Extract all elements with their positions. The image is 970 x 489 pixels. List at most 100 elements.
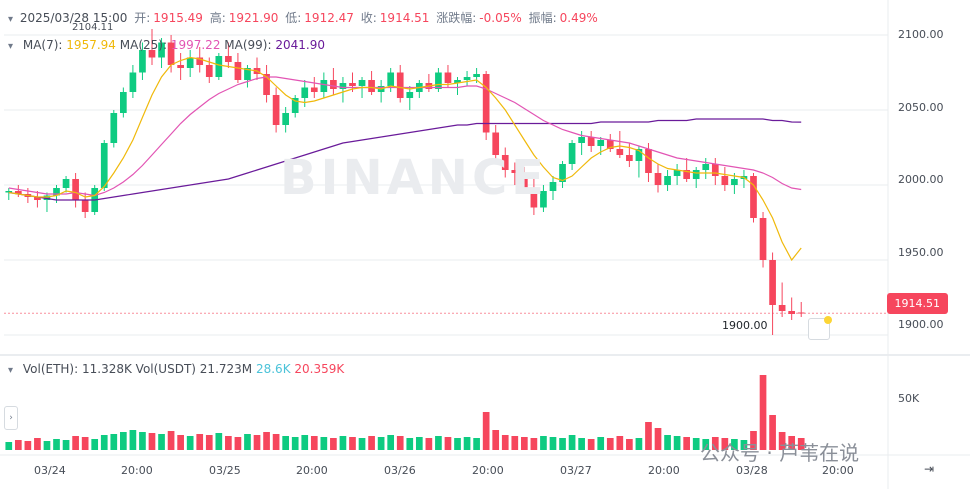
volume-bar — [177, 435, 184, 450]
volume-bar — [606, 438, 614, 450]
volume-bar — [626, 439, 633, 450]
candle-body — [788, 311, 796, 314]
candle-body — [654, 173, 662, 185]
volume-bar — [721, 438, 729, 450]
candle-body — [521, 173, 528, 188]
volume-bar — [788, 436, 796, 450]
candle-body — [14, 191, 22, 194]
volume-bar — [253, 435, 261, 450]
scroll-to-latest-icon[interactable]: ⇥ — [924, 462, 935, 476]
volume-bar — [5, 442, 13, 450]
candle-body — [244, 68, 251, 80]
high-marker-label: 2104.11 — [72, 22, 114, 33]
ma99-value: 2041.90 — [275, 38, 325, 52]
candle-body — [406, 92, 414, 98]
volume-bar — [263, 432, 270, 450]
chevron-down-icon[interactable]: ▾ — [8, 14, 14, 25]
volume-bar — [711, 437, 719, 450]
candle-body — [100, 143, 108, 188]
volume-bar — [205, 435, 213, 450]
ma99-line — [8, 118, 802, 201]
volume-bar — [14, 440, 22, 450]
volume-bar — [454, 438, 461, 450]
candle-body — [310, 87, 318, 92]
volume-bar — [62, 440, 70, 450]
candle-body — [511, 170, 519, 173]
volume-bar — [740, 440, 748, 450]
volume-bar — [406, 438, 414, 450]
volume-bar — [540, 436, 547, 450]
candle-body — [435, 72, 442, 89]
volume-bar — [234, 437, 242, 450]
candle-body — [645, 149, 652, 173]
volume-bar — [339, 436, 347, 450]
volume-bar — [24, 441, 32, 450]
y-tick: 1900.00 — [898, 318, 944, 331]
candle-body — [320, 80, 328, 92]
close-label: 收: — [360, 11, 377, 25]
volume-bar — [215, 433, 223, 450]
candle-body — [225, 56, 232, 62]
open-label: 开: — [134, 11, 151, 25]
volume-bar — [597, 437, 605, 450]
volume-bar — [511, 436, 519, 450]
x-tick: 20:00 — [822, 464, 854, 477]
datetime: 2025/03/28 15:00 — [19, 11, 128, 25]
candle-body — [702, 164, 710, 170]
candle-body — [53, 188, 60, 196]
volume-bar — [635, 438, 643, 450]
candle-body — [549, 182, 557, 191]
volume-bar — [664, 435, 671, 450]
candle-body — [5, 191, 13, 193]
change-label: 涨跌幅: — [436, 11, 477, 25]
volume-bar — [473, 438, 480, 450]
vol-usdt-value: 21.723M — [199, 362, 253, 376]
volume-bar — [769, 415, 776, 450]
candle-body — [129, 72, 137, 92]
volume-bar — [616, 436, 624, 450]
candle-body — [559, 164, 566, 182]
vol-eth-label: Vol(ETH): — [22, 362, 79, 376]
candle-body — [683, 170, 690, 179]
candle-body — [626, 155, 633, 161]
volume-bar — [310, 436, 318, 450]
ohlc-bar: ▾ 2025/03/28 15:00 开: 1915.49 高: 1921.90 低… — [8, 9, 601, 26]
x-tick: 20:00 — [648, 464, 680, 477]
x-tick: 20:00 — [296, 464, 328, 477]
candle-body — [750, 176, 757, 218]
chevron-down-icon[interactable]: ▾ — [8, 365, 14, 376]
candle-body — [186, 57, 194, 68]
volume-bar — [435, 436, 442, 450]
candle-body — [301, 87, 309, 98]
note-icon[interactable] — [808, 318, 830, 340]
expand-arrow-icon[interactable]: › — [4, 406, 18, 430]
vol-tick: 50K — [898, 392, 920, 405]
volume-bar — [702, 439, 710, 450]
volume-bar — [797, 438, 805, 450]
volume-bar — [396, 436, 404, 450]
x-tick: 03/27 — [560, 464, 592, 477]
x-tick: 03/25 — [209, 464, 241, 477]
x-tick: 20:00 — [472, 464, 504, 477]
candle-body — [205, 65, 213, 77]
candle-body — [158, 42, 165, 58]
volume-bar — [139, 432, 146, 450]
volume-bar — [673, 436, 681, 450]
close-value: 1914.51 — [379, 11, 430, 25]
volume-bar — [387, 435, 395, 450]
y-tick: 1950.00 — [898, 246, 944, 259]
volume-bar — [759, 375, 767, 450]
chevron-down-icon[interactable]: ▾ — [8, 41, 14, 52]
volume-bar — [272, 434, 280, 450]
volume-bar — [415, 437, 423, 450]
candle-body — [43, 195, 51, 200]
candle-body — [568, 143, 576, 164]
candle-body — [587, 137, 595, 146]
volume-bar — [731, 439, 738, 450]
volume-bar — [645, 422, 652, 450]
volume-bar — [358, 438, 366, 450]
candle-body — [215, 56, 223, 77]
volume-bar — [692, 438, 700, 450]
